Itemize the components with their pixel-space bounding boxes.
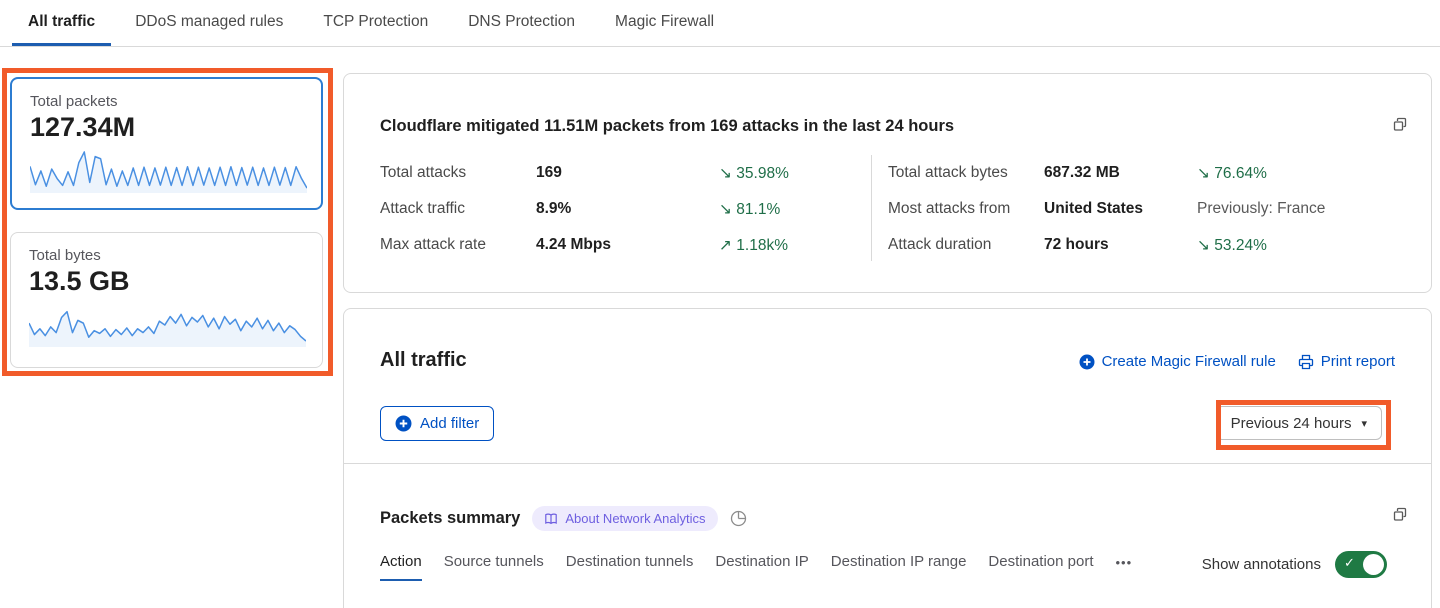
about-network-analytics-badge[interactable]: About Network Analytics: [532, 506, 718, 531]
stat-trend: ↗ 1.18k%: [719, 236, 788, 254]
pie-chart-icon[interactable]: [730, 510, 747, 527]
about-network-analytics-label: About Network Analytics: [565, 511, 706, 526]
stat-trend: ↘ 81.1%: [719, 200, 781, 218]
stats-divider: [871, 155, 872, 261]
show-annotations-control: Show annotations ✓: [1202, 551, 1387, 578]
time-range-label: Previous 24 hours: [1230, 414, 1352, 432]
chevron-down-icon: ▾: [1361, 417, 1367, 430]
stat-trend-previous: Previously: France: [1197, 200, 1326, 217]
tab-magic-firewall[interactable]: Magic Firewall: [615, 13, 715, 30]
stat-value: 72 hours: [1044, 236, 1109, 253]
print-report-link[interactable]: Print report: [1298, 353, 1395, 370]
print-report-label: Print report: [1320, 353, 1395, 370]
stat-label: Most attacks from: [888, 200, 1011, 217]
main-content: Cloudflare mitigated 11.51M packets from…: [343, 0, 1432, 608]
stat-value: United States: [1044, 200, 1144, 217]
subtab-source-tunnels[interactable]: Source tunnels: [443, 553, 544, 570]
copy-icon[interactable]: [1391, 506, 1409, 524]
stat-label: Max attack rate: [380, 236, 486, 253]
stat-label: Attack traffic: [380, 200, 465, 217]
metric-card-total-packets[interactable]: Total packets 127.34M: [10, 77, 323, 210]
metric-value: 127.34M: [30, 112, 136, 142]
stat-value: 687.32 MB: [1044, 164, 1120, 181]
stat-trend: ↘ 53.24%: [1197, 236, 1267, 254]
time-range-dropdown[interactable]: Previous 24 hours ▾: [1215, 406, 1382, 440]
stat-trend: ↘ 76.64%: [1197, 164, 1267, 182]
mitigation-summary-card: Cloudflare mitigated 11.51M packets from…: [343, 73, 1432, 293]
show-annotations-toggle[interactable]: ✓: [1335, 551, 1387, 578]
mitigation-summary-title: Cloudflare mitigated 11.51M packets from…: [380, 117, 955, 135]
subtab-destination-port[interactable]: Destination port: [988, 553, 1094, 570]
subtab-action[interactable]: Action: [380, 553, 422, 581]
packets-summary-title: Packets summary: [380, 509, 521, 527]
book-icon: [545, 513, 558, 524]
summary-stats-right: Total attack bytes 687.32 MB ↘ 76.64% Mo…: [888, 155, 1325, 263]
packets-summary-subtabs: Action Source tunnels Destination tunnel…: [380, 553, 1132, 581]
stat-trend: ↘ 35.98%: [719, 164, 789, 182]
tab-ddos-managed-rules[interactable]: DDoS managed rules: [135, 13, 284, 30]
create-magic-firewall-rule-label: Create Magic Firewall rule: [1101, 353, 1276, 370]
tab-tcp-protection[interactable]: TCP Protection: [323, 13, 429, 30]
metric-value: 13.5 GB: [29, 266, 130, 296]
stat-value: 169: [536, 164, 562, 181]
show-annotations-label: Show annotations: [1201, 556, 1321, 573]
all-traffic-card: All traffic Create Magic Firewall rule P…: [343, 308, 1432, 608]
tab-dns-protection[interactable]: DNS Protection: [468, 13, 576, 30]
printer-icon: [1298, 354, 1313, 369]
all-traffic-title: All traffic: [380, 349, 467, 371]
metric-title: Total bytes: [29, 247, 101, 264]
header-links: Create Magic Firewall rule Print report: [1079, 353, 1395, 370]
metric-title: Total packets: [30, 93, 118, 110]
subtab-destination-ip[interactable]: Destination IP: [715, 553, 809, 570]
stat-value: 8.9%: [536, 200, 572, 217]
create-magic-firewall-rule-link[interactable]: Create Magic Firewall rule: [1079, 353, 1276, 370]
packets-summary-header: Packets summary About Network Analytics: [380, 506, 747, 531]
add-filter-button[interactable]: Add filter: [380, 406, 495, 441]
stat-label: Attack duration: [888, 236, 992, 253]
sparkline-chart: [29, 310, 306, 347]
summary-stats-left: Total attacks 169 ↘ 35.98% Attack traffi…: [380, 155, 789, 263]
copy-icon[interactable]: [1391, 116, 1409, 134]
subtab-destination-tunnels[interactable]: Destination tunnels: [565, 553, 694, 570]
subtab-destination-ip-range[interactable]: Destination IP range: [830, 553, 967, 570]
page-tabs: All traffic DDoS managed rules TCP Prote…: [0, 0, 1440, 47]
add-filter-label: Add filter: [420, 415, 480, 432]
metric-card-total-bytes[interactable]: Total bytes 13.5 GB: [10, 232, 323, 368]
check-icon: ✓: [1344, 555, 1355, 570]
plus-circle-icon: [395, 415, 412, 432]
section-divider: [344, 463, 1431, 464]
more-tabs-icon[interactable]: •••: [1115, 555, 1133, 570]
metric-sidebar: Total packets 127.34M Total bytes 13.5 G…: [0, 47, 343, 602]
stat-label: Total attack bytes: [888, 164, 1008, 181]
plus-circle-icon: [1079, 354, 1095, 369]
tab-all-traffic[interactable]: All traffic: [12, 0, 112, 46]
sparkline-chart: [30, 151, 307, 193]
toggle-knob: [1363, 554, 1384, 575]
stat-label: Total attacks: [380, 164, 467, 181]
stat-value: 4.24 Mbps: [536, 236, 611, 253]
